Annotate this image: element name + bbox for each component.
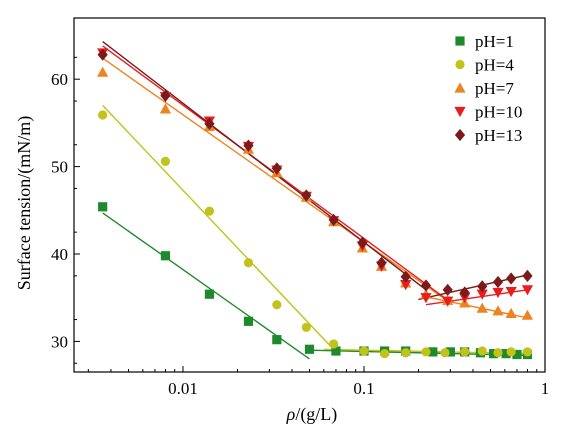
data-point-ph4 bbox=[160, 156, 171, 166]
data-point-ph4 bbox=[272, 300, 282, 310]
fit-line-ph7-0 bbox=[102, 57, 451, 304]
data-point-ph13 bbox=[97, 48, 108, 61]
data-point-ph13 bbox=[400, 270, 411, 283]
fit-lines bbox=[102, 41, 528, 360]
data-point-ph4 bbox=[380, 349, 390, 359]
data-point-ph1 bbox=[272, 335, 282, 345]
data-point-ph10 bbox=[476, 289, 488, 300]
legend-marker-ph10 bbox=[454, 106, 466, 118]
x-tick-label-1: 0.1 bbox=[353, 379, 374, 398]
data-point-ph13 bbox=[357, 236, 368, 249]
legend-marker-ph4 bbox=[455, 59, 465, 70]
legend-label-ph4: pH=4 bbox=[475, 56, 514, 75]
data-point-ph1 bbox=[331, 346, 341, 356]
data-point-ph13 bbox=[301, 189, 312, 202]
data-point-ph1 bbox=[445, 347, 455, 357]
y-tick-label-1: 40 bbox=[51, 245, 68, 264]
legend: pH=1 pH=4 pH=7 pH=10 pH=13 bbox=[454, 32, 522, 145]
legend-marker-ph13 bbox=[454, 128, 466, 142]
data-point-ph13 bbox=[442, 283, 453, 296]
data-point-ph4 bbox=[401, 348, 411, 358]
data-point-ph4 bbox=[329, 339, 339, 349]
data-point-ph7 bbox=[492, 305, 504, 316]
data-point-ph10 bbox=[492, 287, 504, 299]
data-point-ph7 bbox=[476, 302, 488, 313]
data-point-ph4 bbox=[506, 347, 516, 357]
data-point-ph13 bbox=[271, 162, 282, 175]
x-tick-label-0: 0.01 bbox=[168, 379, 198, 398]
data-point-ph1 bbox=[204, 289, 215, 299]
data-point-ph1 bbox=[501, 349, 511, 359]
data-point-ph13 bbox=[522, 269, 533, 282]
data-point-ph13 bbox=[376, 256, 387, 269]
legend-label-ph13: pH=13 bbox=[475, 126, 522, 145]
data-point-ph1 bbox=[243, 316, 254, 326]
data-point-ph10 bbox=[505, 286, 517, 298]
data-point-ph10 bbox=[420, 293, 432, 304]
data-point-ph4 bbox=[421, 347, 431, 357]
y-tick-label-0: 30 bbox=[51, 332, 68, 351]
data-point-ph13 bbox=[204, 117, 215, 130]
data-point-ph10 bbox=[442, 296, 454, 307]
data-point-ph4 bbox=[243, 258, 254, 268]
legend-label-ph10: pH=10 bbox=[475, 103, 522, 122]
data-point-ph4 bbox=[493, 348, 503, 358]
data-point-ph13 bbox=[420, 279, 432, 292]
fit-line-ph4-0 bbox=[102, 104, 337, 353]
data-point-ph1 bbox=[428, 347, 438, 357]
data-point-ph4 bbox=[477, 346, 487, 356]
data-point-ph13 bbox=[477, 280, 488, 293]
x-axis-label: ρ/(g/L) bbox=[286, 404, 338, 425]
y-tick-label-3: 60 bbox=[51, 70, 68, 89]
data-point-ph4 bbox=[301, 322, 311, 333]
data-point-ph7 bbox=[159, 103, 172, 114]
legend-marker-ph1 bbox=[455, 36, 465, 46]
data-point-ph4 bbox=[359, 346, 369, 356]
x-axis-label-symbol: ρ bbox=[286, 404, 296, 424]
legend-label-ph7: pH=7 bbox=[475, 79, 514, 98]
data-markers bbox=[97, 48, 534, 360]
legend-label-ph1: pH=1 bbox=[475, 32, 514, 51]
axis-ticks: 30 40 50 60 0.01 0.1 1 bbox=[51, 56, 550, 398]
data-point-ph13 bbox=[506, 272, 517, 285]
data-point-ph13 bbox=[328, 213, 339, 227]
data-point-ph10 bbox=[400, 279, 412, 291]
data-point-ph4 bbox=[460, 347, 470, 357]
fit-line-ph13-0 bbox=[102, 41, 427, 291]
data-point-ph1 bbox=[512, 349, 522, 360]
data-point-ph1 bbox=[98, 202, 108, 212]
data-point-ph13 bbox=[492, 275, 504, 289]
data-point-ph1 bbox=[304, 344, 315, 354]
data-point-ph7 bbox=[97, 66, 109, 77]
x-axis-label-unit: /(g/L) bbox=[295, 404, 337, 425]
y-tick-label-2: 50 bbox=[51, 158, 68, 177]
data-point-ph13 bbox=[243, 139, 254, 152]
data-point-ph13 bbox=[459, 286, 470, 299]
data-point-ph1 bbox=[160, 251, 171, 261]
data-point-ph7 bbox=[521, 309, 534, 320]
data-point-ph4 bbox=[522, 347, 533, 357]
data-point-ph4 bbox=[440, 348, 450, 358]
y-axis-label: Surface tension/(mN/m) bbox=[14, 116, 35, 290]
data-point-ph10 bbox=[521, 285, 534, 296]
data-point-ph13 bbox=[160, 89, 171, 102]
data-point-ph7 bbox=[505, 307, 517, 319]
x-tick-label-2: 1 bbox=[541, 379, 550, 398]
data-point-ph4 bbox=[98, 110, 108, 120]
data-point-ph4 bbox=[204, 206, 215, 216]
legend-marker-ph7 bbox=[454, 82, 466, 93]
fit-line-ph1-0 bbox=[102, 212, 310, 360]
